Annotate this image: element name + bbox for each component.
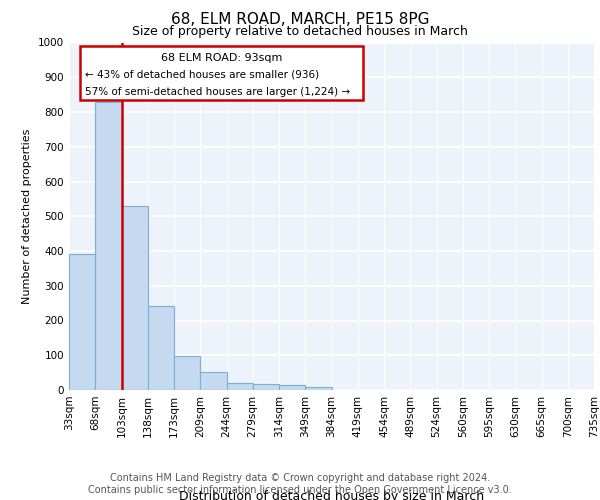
- X-axis label: Distribution of detached houses by size in March: Distribution of detached houses by size …: [179, 490, 484, 500]
- Bar: [227, 383, 253, 390]
- Text: Contains HM Land Registry data © Crown copyright and database right 2024.
Contai: Contains HM Land Registry data © Crown c…: [88, 474, 512, 495]
- Bar: [121, 206, 148, 390]
- Text: 57% of semi-detached houses are larger (1,224) →: 57% of semi-detached houses are larger (…: [85, 87, 350, 97]
- Bar: [305, 386, 331, 390]
- Bar: [253, 384, 279, 390]
- Text: ← 43% of detached houses are smaller (936): ← 43% of detached houses are smaller (93…: [85, 70, 319, 80]
- FancyBboxPatch shape: [79, 46, 363, 100]
- Bar: [279, 385, 305, 390]
- Bar: [69, 254, 95, 390]
- Text: 68 ELM ROAD: 93sqm: 68 ELM ROAD: 93sqm: [161, 53, 282, 63]
- Bar: [148, 306, 174, 390]
- Y-axis label: Number of detached properties: Number of detached properties: [22, 128, 32, 304]
- Text: 68, ELM ROAD, MARCH, PE15 8PG: 68, ELM ROAD, MARCH, PE15 8PG: [171, 12, 429, 28]
- Bar: [200, 372, 227, 390]
- Bar: [174, 356, 200, 390]
- Bar: [95, 102, 121, 390]
- Text: Size of property relative to detached houses in March: Size of property relative to detached ho…: [132, 25, 468, 38]
